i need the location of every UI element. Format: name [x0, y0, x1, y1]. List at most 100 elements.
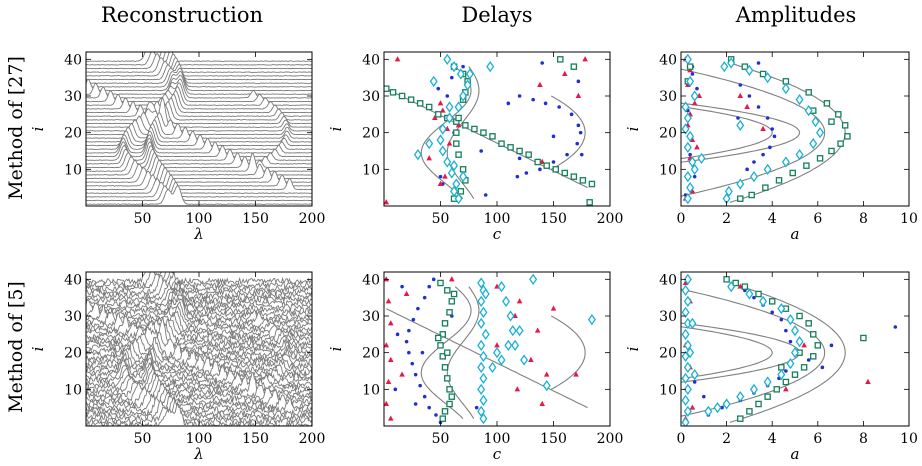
marker-square: [471, 125, 478, 133]
marker-dot: [410, 361, 415, 366]
ridge-trace: [86, 152, 312, 172]
marker-diamond: [587, 314, 596, 326]
marker-diamond: [688, 317, 697, 329]
marker-diamond: [681, 101, 690, 113]
marker-square: [741, 283, 749, 290]
marker-triangle: [575, 92, 582, 98]
marker-triangle: [387, 356, 394, 362]
marker-triangle: [437, 180, 444, 186]
marker-dot: [576, 79, 581, 84]
marker-diamond: [436, 134, 445, 146]
marker-triangle: [494, 342, 500, 348]
marker-square: [557, 56, 564, 63]
marker-square: [800, 364, 808, 371]
marker-diamond: [511, 339, 520, 351]
marker-diamond: [681, 328, 690, 340]
x-tick-label: 200: [597, 211, 624, 227]
marker-triangle: [385, 378, 392, 384]
marker-square: [439, 415, 447, 422]
marker-diamond: [683, 141, 692, 153]
marker-dot: [416, 306, 420, 311]
marker-diamond: [690, 369, 699, 381]
marker-triangle: [689, 404, 696, 410]
marker-square: [570, 173, 578, 180]
ridge-trace: [86, 381, 312, 407]
marker-diamond: [781, 156, 790, 168]
marker-diamond: [502, 295, 511, 307]
marker-diamond: [520, 354, 529, 366]
marker-triangle: [744, 103, 750, 109]
marker-dot: [404, 339, 409, 344]
marker-diamond: [713, 402, 722, 414]
marker-diamond: [486, 61, 495, 73]
marker-diamond: [413, 149, 422, 161]
marker-dot: [738, 83, 743, 87]
y-tick-label: 10: [659, 382, 677, 398]
marker-triangle: [801, 342, 807, 348]
marker-diamond: [745, 64, 754, 76]
marker-dot: [551, 134, 556, 139]
ridge-trace: [86, 276, 312, 301]
y-axis-label: i: [29, 126, 47, 131]
y-tick-label: 10: [362, 382, 380, 398]
marker-diamond: [497, 354, 506, 366]
x-axis-label: a: [791, 445, 800, 463]
marker-triangle: [737, 92, 744, 98]
marker-diamond: [686, 130, 695, 142]
marker-square: [775, 177, 783, 184]
marker-dot: [445, 94, 450, 98]
column-title-amplitudes: Amplitudes: [735, 3, 857, 27]
marker-dot: [418, 383, 422, 388]
marker-square: [437, 279, 444, 287]
column-title-reconstruction: Reconstruction: [101, 3, 263, 27]
marker-square: [809, 331, 817, 338]
marker-diamond: [459, 171, 468, 183]
marker-diamond: [727, 281, 736, 293]
marker-dot: [692, 380, 697, 384]
marker-dot: [506, 101, 511, 106]
marker-diamond: [477, 339, 486, 351]
marker-diamond: [745, 288, 754, 300]
ridge-fill: [86, 178, 312, 206]
marker-square: [588, 180, 596, 188]
marker-triangle: [514, 386, 521, 392]
ridge-trace: [86, 148, 312, 169]
marker-dot: [784, 369, 788, 373]
y-tick-label: 40: [64, 52, 82, 68]
ridge-trace: [86, 286, 312, 311]
scatter-area: [681, 53, 851, 205]
marker-diamond: [515, 325, 524, 337]
marker-diamond: [479, 306, 488, 318]
marker-square: [407, 96, 415, 103]
y-tick-label: 40: [362, 52, 380, 68]
marker-dot: [752, 295, 756, 300]
ridge-trace: [86, 294, 312, 319]
marker-diamond: [704, 405, 713, 417]
panel-reconstruction-method-27: 50 100 150 200 10 20 30 40 λ i: [29, 51, 326, 243]
x-tick-label: 10: [900, 431, 918, 447]
y-axis-label: i: [327, 346, 345, 351]
model-curve: [386, 308, 588, 409]
marker-dot: [893, 325, 898, 329]
marker-square: [446, 400, 453, 408]
marker-dot: [702, 394, 706, 399]
ridge-trace: [86, 395, 312, 418]
marker-dot: [770, 127, 774, 131]
marker-diamond: [450, 185, 459, 197]
marker-diamond: [452, 178, 461, 190]
panel-amplitudes-method-27: 0 2 4 6 8 10 10 20 30 40 a i: [624, 51, 918, 243]
x-tick-label: 200: [299, 211, 326, 227]
marker-diamond: [481, 328, 490, 340]
marker-triangle: [528, 356, 534, 362]
marker-triangle: [394, 56, 401, 62]
ridge-trace: [86, 272, 312, 286]
marker-square: [723, 276, 730, 283]
marker-square: [737, 195, 744, 202]
y-axis-label: i: [29, 346, 47, 351]
marker-diamond: [727, 57, 736, 69]
x-tick-label: 50: [134, 431, 152, 447]
marker-dot: [761, 152, 765, 157]
marker-square: [579, 177, 587, 184]
ridge-trace: [86, 64, 312, 84]
marker-diamond: [749, 383, 758, 395]
